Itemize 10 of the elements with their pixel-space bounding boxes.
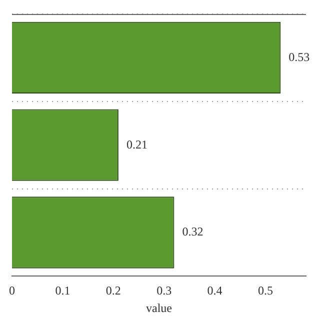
data-label: 0.21 xyxy=(126,137,148,152)
x-tick-label: 0 xyxy=(9,284,15,298)
x-tick-label: 0.4 xyxy=(207,284,222,298)
x-tick-label: 0.1 xyxy=(55,284,70,298)
data-label: 0.53 xyxy=(288,50,310,64)
x-axis-title: value xyxy=(146,300,172,315)
data-label: 0.32 xyxy=(182,224,204,239)
x-tick-label: 0.3 xyxy=(156,284,172,298)
x-tick-label: 0.5 xyxy=(258,284,273,298)
x-tick-label: 0.2 xyxy=(106,284,121,298)
